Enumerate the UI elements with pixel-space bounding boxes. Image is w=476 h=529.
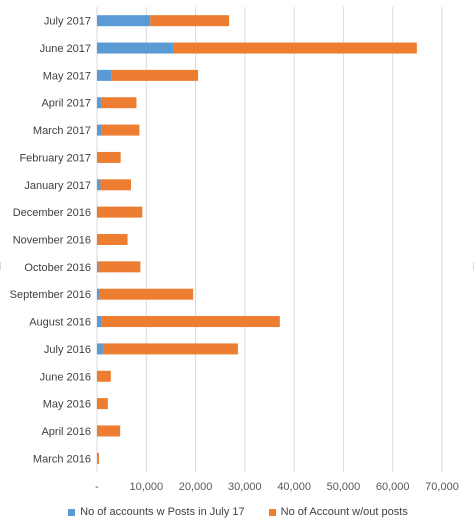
bar-posts (97, 42, 174, 54)
legend-item-no-posts: No of Account w/out posts (268, 506, 408, 518)
bar-no-posts (97, 234, 128, 245)
bar-posts (97, 124, 101, 136)
bar-posts (97, 206, 98, 218)
bar-no-posts (97, 425, 121, 437)
x-tick-label: 10,000 (129, 481, 163, 493)
bar-no-posts (173, 42, 417, 54)
bar-no-posts (102, 343, 238, 355)
category-label: June 2016 (40, 371, 91, 383)
bar-posts (97, 261, 99, 273)
category-label: June 2017 (40, 43, 91, 55)
right-edge-mark (473, 262, 474, 270)
legend-item-posts: No of accounts w Posts in July 17 (68, 506, 245, 518)
bar-no-posts (150, 15, 230, 27)
x-tick-label: 50,000 (327, 481, 361, 493)
bar-posts (97, 398, 98, 410)
category-label: January 2017 (24, 180, 91, 192)
bar-posts (97, 69, 112, 81)
category-label: May 2016 (43, 399, 91, 411)
category-label: September 2016 (10, 289, 91, 301)
category-label: November 2016 (13, 235, 91, 247)
bar-no-posts (100, 124, 140, 136)
bar-posts (97, 316, 102, 328)
category-label: October 2016 (24, 262, 91, 274)
category-label: July 2017 (44, 16, 91, 28)
category-label: April 2016 (41, 426, 91, 438)
bar-no-posts (100, 97, 137, 109)
legend-label-no-posts: No of Account w/out posts (280, 506, 408, 518)
bar-no-posts (97, 370, 111, 382)
category-label: July 2016 (44, 344, 91, 356)
bar-no-posts (97, 398, 108, 410)
bar-no-posts (111, 69, 199, 81)
bar-no-posts (97, 206, 143, 218)
legend: No of accounts w Posts in July 17 No of … (0, 506, 476, 518)
bar-no-posts (98, 261, 141, 273)
bar-no-posts (97, 151, 121, 163)
legend-swatch-posts (68, 508, 76, 516)
legend-swatch-no-posts (268, 508, 276, 516)
x-tick-label: 30,000 (228, 481, 262, 493)
bar-posts (97, 370, 98, 382)
bar-posts (97, 425, 98, 437)
bar-posts (97, 179, 101, 191)
legend-label-posts: No of accounts w Posts in July 17 (80, 506, 245, 518)
bar-no-posts (97, 452, 99, 464)
x-tick-label: 40,000 (277, 481, 311, 493)
bar-posts (97, 97, 101, 109)
x-tick-label: 60,000 (376, 481, 410, 493)
bar-posts (97, 15, 151, 27)
category-label: February 2017 (19, 152, 91, 164)
left-edge-mark (0, 262, 1, 270)
bar-no-posts (100, 179, 132, 191)
category-label: December 2016 (13, 207, 91, 219)
bar-posts (97, 343, 103, 355)
x-tick-label: 70,000 (425, 481, 459, 493)
category-label: March 2017 (33, 125, 91, 137)
category-label: August 2016 (29, 317, 91, 329)
bar-no-posts (98, 288, 194, 300)
bar-no-posts (101, 316, 280, 328)
x-tick-label: 20,000 (179, 481, 213, 493)
bar-posts (97, 288, 99, 300)
category-label: March 2016 (33, 453, 91, 465)
x-tick-label: - (95, 481, 99, 493)
bar-posts (97, 234, 98, 245)
category-label: April 2017 (41, 98, 91, 110)
category-label: May 2017 (43, 70, 91, 82)
